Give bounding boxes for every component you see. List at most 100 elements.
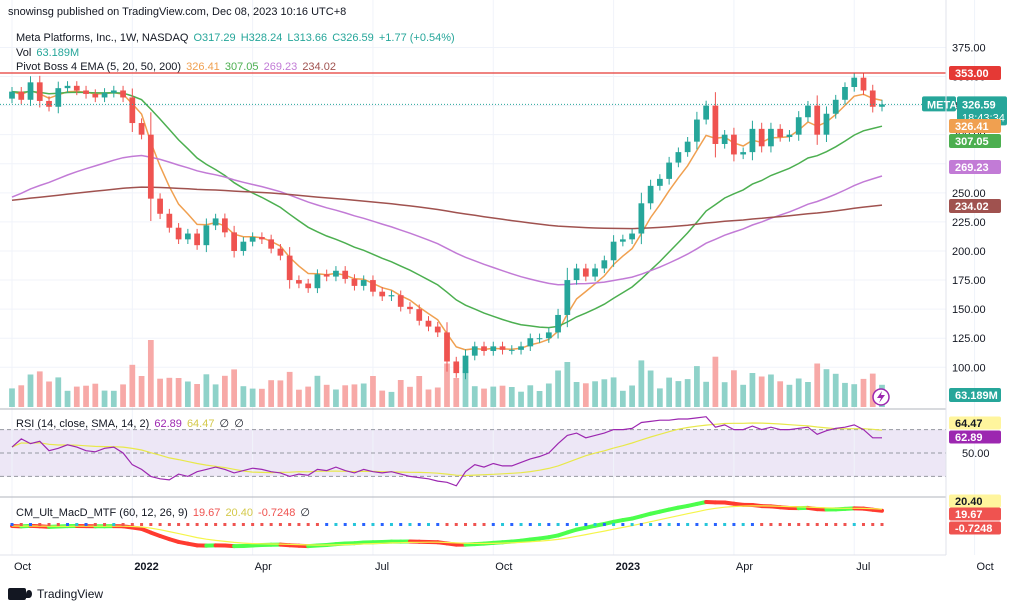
tradingview-logo-icon [8,588,32,600]
volume-bar [333,389,339,407]
time-tick-label: Apr [736,561,753,573]
macd-hist-bar [538,523,542,526]
axis-layer: 375.00350.00325.00300.00275.00250.00225.… [14,42,994,573]
tradingview-logo-text: TradingView [37,587,104,601]
symbol-legend: Meta Platforms, Inc., 1W, NASDAQ O317.29… [16,32,457,44]
volume-bar [518,391,524,407]
candle-body [499,346,506,350]
macd-value-2: 20.40 [225,507,253,519]
macd-tag-signal: 20.40 [955,496,983,508]
macd-hist-bar [565,523,569,526]
volume-bar [601,379,608,407]
time-tick-label: Oct [495,561,512,573]
candle-body [638,203,645,234]
candle-body [555,314,561,333]
macd-hist-bar [436,523,440,526]
candle-body [240,241,247,251]
macd-hist-bar [639,523,643,526]
volume-bar [351,384,358,407]
ema50-line [11,154,883,286]
macd-hist-bar [186,523,190,526]
macd-hist-bar [325,523,329,526]
macd-hist-bar [297,523,301,526]
rsi-layer: 50.00 [0,416,990,487]
rsi-line [11,416,882,487]
macd-hist-bar [473,523,477,526]
volume-bar [175,378,182,407]
macd-hist-bar [667,523,671,526]
candle-body [592,268,598,277]
ema-label[interactable]: Pivot Boss 4 EMA (5, 20, 50, 200) [16,61,182,73]
macd-hist-bar [38,523,42,526]
volume-bar [27,374,34,407]
volume-bar [555,370,561,407]
candle-body [222,218,228,233]
symbol-name[interactable]: Meta Platforms, Inc., 1W, NASDAQ [16,32,189,44]
macd-hist-bar [621,523,625,526]
volume-bar [657,388,663,407]
volume-bar [194,384,200,407]
macd-hist-bar [778,523,782,526]
volume-bar [712,356,719,407]
macd-signal-line [11,505,883,546]
candle-body [860,77,867,91]
volume-bar [721,382,728,407]
ema-tag-3: 234.02 [955,201,989,213]
macd-hist-bar [343,523,347,526]
low-value: L313.66 [287,32,328,44]
macd-hist-bar [769,523,773,526]
candle-body [101,92,108,98]
volume-bar [832,373,839,407]
macd-hist-bar [362,523,366,526]
volume-bar [749,373,756,407]
candle-body [629,233,635,240]
volume-bar [823,369,830,407]
macd-hist-bar [575,523,579,526]
candle-body [351,278,358,286]
candle-body [397,295,404,307]
volume-bar [379,390,386,407]
rsi-label[interactable]: RSI (14, close, SMA, 14, 2) [16,418,150,430]
volume-bar [629,385,635,407]
volume-tag-bg [949,388,1001,402]
volume-bar [157,378,163,407]
macd-hist-bar [408,523,412,526]
lightning-icon[interactable] [872,388,890,406]
candle-body [64,85,71,89]
candle-body [249,237,256,242]
time-tick-label: Jul [856,561,870,573]
macd-hist-bar [278,523,282,526]
macd-hist-bar [547,523,551,526]
macd-hist-bar [334,523,338,526]
candle-body [582,268,589,277]
macd-hist-bar [75,523,79,526]
macd-hist-bar [352,523,356,526]
rsi-value-3: ∅ [219,418,230,430]
candle-body [805,105,811,118]
volume-bar [462,370,469,407]
macd-label[interactable]: CM_Ult_MacD_MTF (60, 12, 26, 9) [16,507,188,519]
volume-bar [212,384,219,407]
candle-body [740,152,747,155]
volume-bar [407,386,413,407]
volume-bar [786,384,793,407]
price-tick-label: 100.00 [952,362,986,374]
candle-body [795,117,802,135]
candle-body [388,295,395,297]
candle-body [814,105,821,135]
candle-body [518,346,524,350]
macd-hist-bar [686,523,690,526]
macd-hist-bar [389,523,393,526]
candle-body [379,291,386,297]
tradingview-logo[interactable]: TradingView [8,587,103,601]
vol-label[interactable]: Vol [16,47,32,59]
macd-hist-bar [556,523,560,526]
candle-body [46,100,52,107]
volume-bar [397,380,404,407]
volume-bar [684,379,691,407]
candle-body [832,99,839,114]
candle-body [508,349,515,351]
candle-body [342,270,349,279]
macd-hist-bar [84,523,88,526]
